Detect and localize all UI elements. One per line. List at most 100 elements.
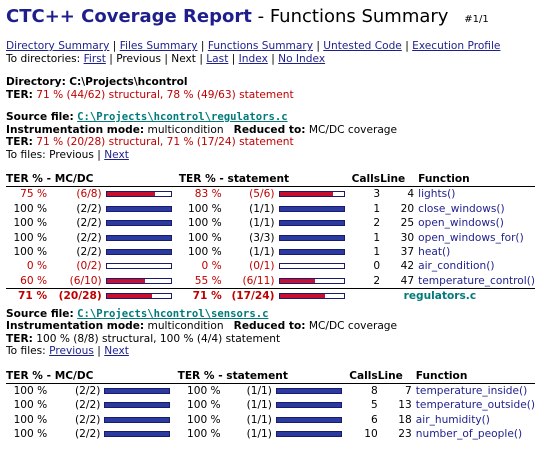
stmt-frac: (3/3): [249, 231, 275, 244]
dir-first-link[interactable]: First: [83, 53, 106, 65]
instrumentation-label: Instrumentation mode:: [6, 123, 145, 136]
stmt-pct: 100 %: [188, 217, 222, 230]
dir-last-link[interactable]: Last: [206, 53, 229, 65]
stmt-bar: [278, 205, 345, 212]
stmt-frac: (6/11): [242, 274, 275, 287]
mcdc-bar-fill: [106, 192, 155, 197]
stmt-pct: 83 %: [194, 188, 222, 201]
function-link[interactable]: air_condition(): [418, 260, 495, 273]
to-files-label: To files:: [6, 345, 46, 358]
to-files-next-link[interactable]: Next: [104, 345, 129, 358]
mcdc-frac: (6/10): [69, 274, 102, 287]
calls-cell: 6: [370, 413, 378, 426]
calls-cell: 1: [373, 246, 381, 259]
function-link[interactable]: open_windows(): [418, 217, 504, 230]
mcdc-frac: (6/8): [76, 188, 102, 201]
stmt-bar-cell: [272, 413, 349, 427]
stmt-bar: [278, 249, 345, 256]
function-link[interactable]: air_humidity(): [415, 413, 490, 426]
function-link[interactable]: temperature_control(): [418, 274, 535, 287]
stmt-bar-fill: [276, 417, 341, 422]
mcdc-frac: (2/2): [76, 231, 102, 244]
title-separator: -: [257, 6, 265, 27]
mcdc-pct: 100 %: [13, 246, 48, 259]
total-file-cell: regulators.c: [351, 288, 535, 304]
table-row: 0 % (0/2) 0 % (0/1) 0 42 air_condition(): [6, 259, 535, 273]
mcdc-bar-cell: [100, 413, 177, 427]
line-cell: 37: [400, 246, 415, 259]
source-file-link[interactable]: C:\Projects\hcontrol\regulators.c: [77, 111, 288, 123]
function-link[interactable]: lights(): [418, 188, 456, 201]
table-header: TER % - MC/DC TER % - statement Calls Li…: [6, 368, 535, 385]
dir-noindex-link[interactable]: No Index: [278, 53, 326, 65]
mcdc-bar-fill: [106, 250, 171, 255]
total-mcdc-frac: (20/28): [47, 288, 102, 304]
stmt-pct: 100 %: [188, 202, 222, 215]
source-file-label: Source file:: [6, 307, 74, 320]
function-cell: open_windows(): [414, 216, 535, 230]
function-link[interactable]: number_of_people(): [415, 428, 523, 441]
table-row: 100 % (2/2) 100 % (1/1) 6 18 air_humidity(): [6, 413, 535, 427]
total-file-link[interactable]: regulators.c: [403, 290, 477, 303]
instrumentation-line: Instrumentation mode: multicondition Red…: [6, 124, 534, 137]
file-total-row: 71 % (20/28) 71 % (17/24) regulators.c: [6, 288, 535, 304]
function-link[interactable]: heat(): [418, 246, 451, 259]
calls-cell: 10: [364, 428, 378, 441]
mcdc-bar-cell: [100, 384, 177, 399]
link-directory-summary[interactable]: Directory Summary: [6, 40, 110, 52]
calls-cell: 1: [373, 231, 381, 244]
file-section-regulators: Source file: C:\Projects\hcontrol\regula…: [6, 111, 534, 161]
stmt-pct: 100 %: [188, 231, 222, 244]
function-cell: temperature_control(): [414, 274, 535, 289]
stmt-bar-cell: [275, 245, 352, 259]
stmt-bar-cell: [275, 274, 352, 289]
stmt-bar-fill: [279, 206, 344, 211]
to-files-previous-link[interactable]: Previous: [49, 345, 94, 358]
function-link[interactable]: close_windows(): [418, 202, 505, 215]
mcdc-pct: 100 %: [13, 428, 48, 441]
total-mcdc-bar-cell: [101, 288, 179, 304]
instrumentation-label: Instrumentation mode:: [6, 320, 145, 333]
mcdc-bar: [105, 277, 172, 284]
stmt-pct: 0 %: [201, 260, 222, 273]
mcdc-bar-cell: [102, 216, 179, 230]
mcdc-bar: [105, 263, 172, 270]
link-untested-code[interactable]: Untested Code: [323, 40, 402, 52]
mcdc-bar-fill: [106, 221, 171, 226]
source-file-link[interactable]: C:\Projects\hcontrol\sensors.c: [77, 307, 269, 320]
total-stmt-pct: 71 %: [178, 288, 222, 304]
directory-navigation: To directories: First | Previous | Next …: [6, 53, 326, 65]
mcdc-bar-cell: [102, 259, 179, 273]
stmt-bar: [275, 388, 342, 395]
link-files-summary[interactable]: Files Summary: [119, 40, 198, 52]
function-link[interactable]: temperature_outside(): [415, 399, 535, 412]
functions-table-regulators: TER % - MC/DC TER % - statement Calls Li…: [6, 172, 535, 304]
mcdc-bar: [105, 249, 172, 256]
stmt-bar-cell: [275, 187, 352, 202]
function-cell: number_of_people(): [412, 427, 535, 441]
function-link[interactable]: temperature_inside(): [415, 385, 528, 398]
stmt-frac: (1/1): [246, 413, 272, 426]
mcdc-pct: 0 %: [26, 260, 48, 273]
mcdc-pct: 100 %: [13, 217, 48, 230]
function-link[interactable]: open_windows_for(): [418, 231, 524, 244]
calls-cell: 5: [370, 399, 378, 412]
link-functions-summary[interactable]: Functions Summary: [207, 40, 313, 52]
col-calls: Calls: [349, 368, 378, 385]
stmt-bar-cell: [275, 216, 352, 230]
dir-index-link[interactable]: Index: [238, 53, 268, 65]
col-ter-mcdc: TER % - MC/DC: [6, 172, 179, 188]
line-cell: 42: [400, 260, 415, 273]
link-execution-profile[interactable]: Execution Profile: [412, 40, 501, 52]
table-header: TER % - MC/DC TER % - statement Calls Li…: [6, 172, 535, 188]
instrumentation-line: Instrumentation mode: multicondition Red…: [6, 320, 534, 333]
total-mcdc-pct: 71 %: [6, 288, 48, 304]
mcdc-pct: 60 %: [20, 274, 48, 287]
to-files-next-link[interactable]: Next: [104, 148, 129, 161]
total-mcdc-bar: [105, 293, 172, 300]
mcdc-bar-cell: [100, 398, 177, 412]
mcdc-pct: 75 %: [20, 188, 48, 201]
mcdc-pct: 100 %: [13, 231, 48, 244]
mcdc-frac: (2/2): [76, 202, 102, 215]
file-ter-value: 71 % (20/28) structural, 71 % (17/24) st…: [36, 136, 294, 148]
